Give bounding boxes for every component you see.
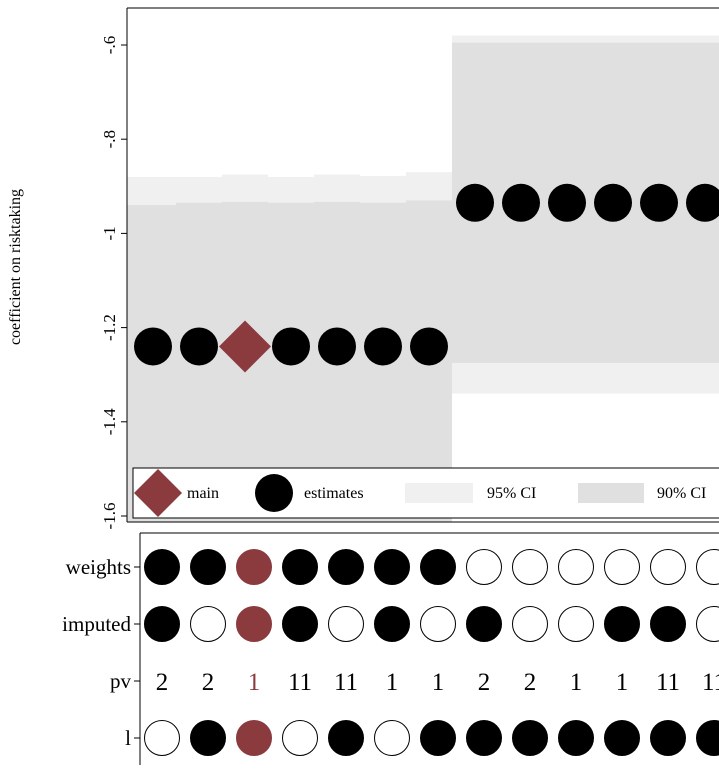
table-cell-pv-5: 11 <box>334 669 358 696</box>
legend-ci90-label: 90% CI <box>657 485 706 502</box>
table-cell-l-8 <box>467 721 502 756</box>
table-cell-l-10 <box>559 721 594 756</box>
table-row-label-weights: weights <box>66 555 131 579</box>
table-cell-imputed-4 <box>283 607 318 642</box>
y-tick-label: -1.4 <box>100 408 119 435</box>
table-cell-weights-9 <box>513 550 548 585</box>
table-cell-weights-8 <box>467 550 502 585</box>
table-cell-weights-5 <box>329 550 364 585</box>
y-axis-title: coefficient on risktaking <box>7 189 24 345</box>
table-cell-weights-2 <box>191 550 226 585</box>
table-cell-l-6 <box>375 721 410 756</box>
table-cell-imputed-3 <box>237 607 272 642</box>
estimate-point-11 <box>594 184 632 222</box>
estimate-point-6 <box>364 327 402 365</box>
specification-table: weightsimputedpv22111111122111111l <box>62 533 719 765</box>
estimate-point-5 <box>318 327 356 365</box>
estimate-point-7 <box>410 327 448 365</box>
table-cell-pv-4: 11 <box>288 669 312 696</box>
table-row-label-pv: pv <box>110 669 132 693</box>
table-cell-pv-11: 1 <box>616 669 629 696</box>
table-cell-weights-6 <box>375 550 410 585</box>
table-cell-pv-8: 2 <box>478 669 491 696</box>
table-cell-l-9 <box>513 721 548 756</box>
estimate-point-2 <box>180 327 218 365</box>
table-cell-imputed-8 <box>467 607 502 642</box>
table-cell-pv-6: 1 <box>386 669 399 696</box>
legend-estimates-marker <box>255 474 293 512</box>
legend-estimates-label: estimates <box>304 485 364 502</box>
table-cell-weights-12 <box>651 550 686 585</box>
table-cell-pv-7: 1 <box>432 669 445 696</box>
table-cell-imputed-5 <box>329 607 364 642</box>
table-row-label-imputed: imputed <box>62 612 131 636</box>
table-cell-imputed-6 <box>375 607 410 642</box>
ci-bands-layer <box>127 36 719 526</box>
table-cell-imputed-2 <box>191 607 226 642</box>
table-cell-weights-13 <box>697 550 719 585</box>
table-cell-imputed-12 <box>651 607 686 642</box>
table-cell-weights-11 <box>605 550 640 585</box>
legend-ci95-label: 95% CI <box>487 485 536 502</box>
estimate-point-4 <box>272 327 310 365</box>
estimate-point-10 <box>548 184 586 222</box>
table-cell-pv-2: 2 <box>202 669 215 696</box>
y-tick-label: -.6 <box>100 36 119 54</box>
table-cell-l-12 <box>651 721 686 756</box>
estimate-point-8 <box>456 184 494 222</box>
y-axis: -.6 -.8 -1 -1.2 -1.4 -1.6 <box>100 36 127 530</box>
table-cell-l-2 <box>191 721 226 756</box>
table-cell-l-13 <box>697 721 719 756</box>
table-cell-pv-13: 11 <box>702 669 719 696</box>
y-tick-label: -.8 <box>100 130 119 148</box>
legend-ci95-swatch <box>405 483 473 503</box>
table-cell-l-5 <box>329 721 364 756</box>
table-cell-pv-9: 2 <box>524 669 537 696</box>
estimate-point-12 <box>640 184 678 222</box>
legend-ci90-swatch <box>578 483 644 503</box>
legend-main-label: main <box>187 485 219 502</box>
y-tick-label: -1.2 <box>100 314 119 341</box>
table-cell-imputed-7 <box>421 607 456 642</box>
table-cell-l-4 <box>283 721 318 756</box>
table-cell-l-7 <box>421 721 456 756</box>
table-cell-pv-3: 1 <box>248 669 261 696</box>
legend: main estimates 95% CI 90% CI <box>133 468 719 518</box>
table-cell-l-3 <box>237 721 272 756</box>
table-cell-imputed-9 <box>513 607 548 642</box>
table-cell-weights-10 <box>559 550 594 585</box>
table-cell-weights-1 <box>145 550 180 585</box>
table-cell-l-1 <box>145 721 180 756</box>
table-cell-imputed-10 <box>559 607 594 642</box>
table-cell-imputed-1 <box>145 607 180 642</box>
table-cell-pv-1: 2 <box>156 669 169 696</box>
y-tick-label: -1.6 <box>100 503 119 530</box>
estimate-point-1 <box>134 327 172 365</box>
table-cell-weights-3 <box>237 550 272 585</box>
estimate-point-9 <box>502 184 540 222</box>
y-tick-label: -1 <box>100 226 119 240</box>
table-cell-pv-12: 11 <box>656 669 680 696</box>
table-cell-weights-4 <box>283 550 318 585</box>
table-cell-imputed-11 <box>605 607 640 642</box>
table-cell-pv-10: 1 <box>570 669 583 696</box>
table-cell-l-11 <box>605 721 640 756</box>
table-cell-imputed-13 <box>697 607 719 642</box>
table-row-label-l: l <box>125 726 131 750</box>
table-cell-weights-7 <box>421 550 456 585</box>
